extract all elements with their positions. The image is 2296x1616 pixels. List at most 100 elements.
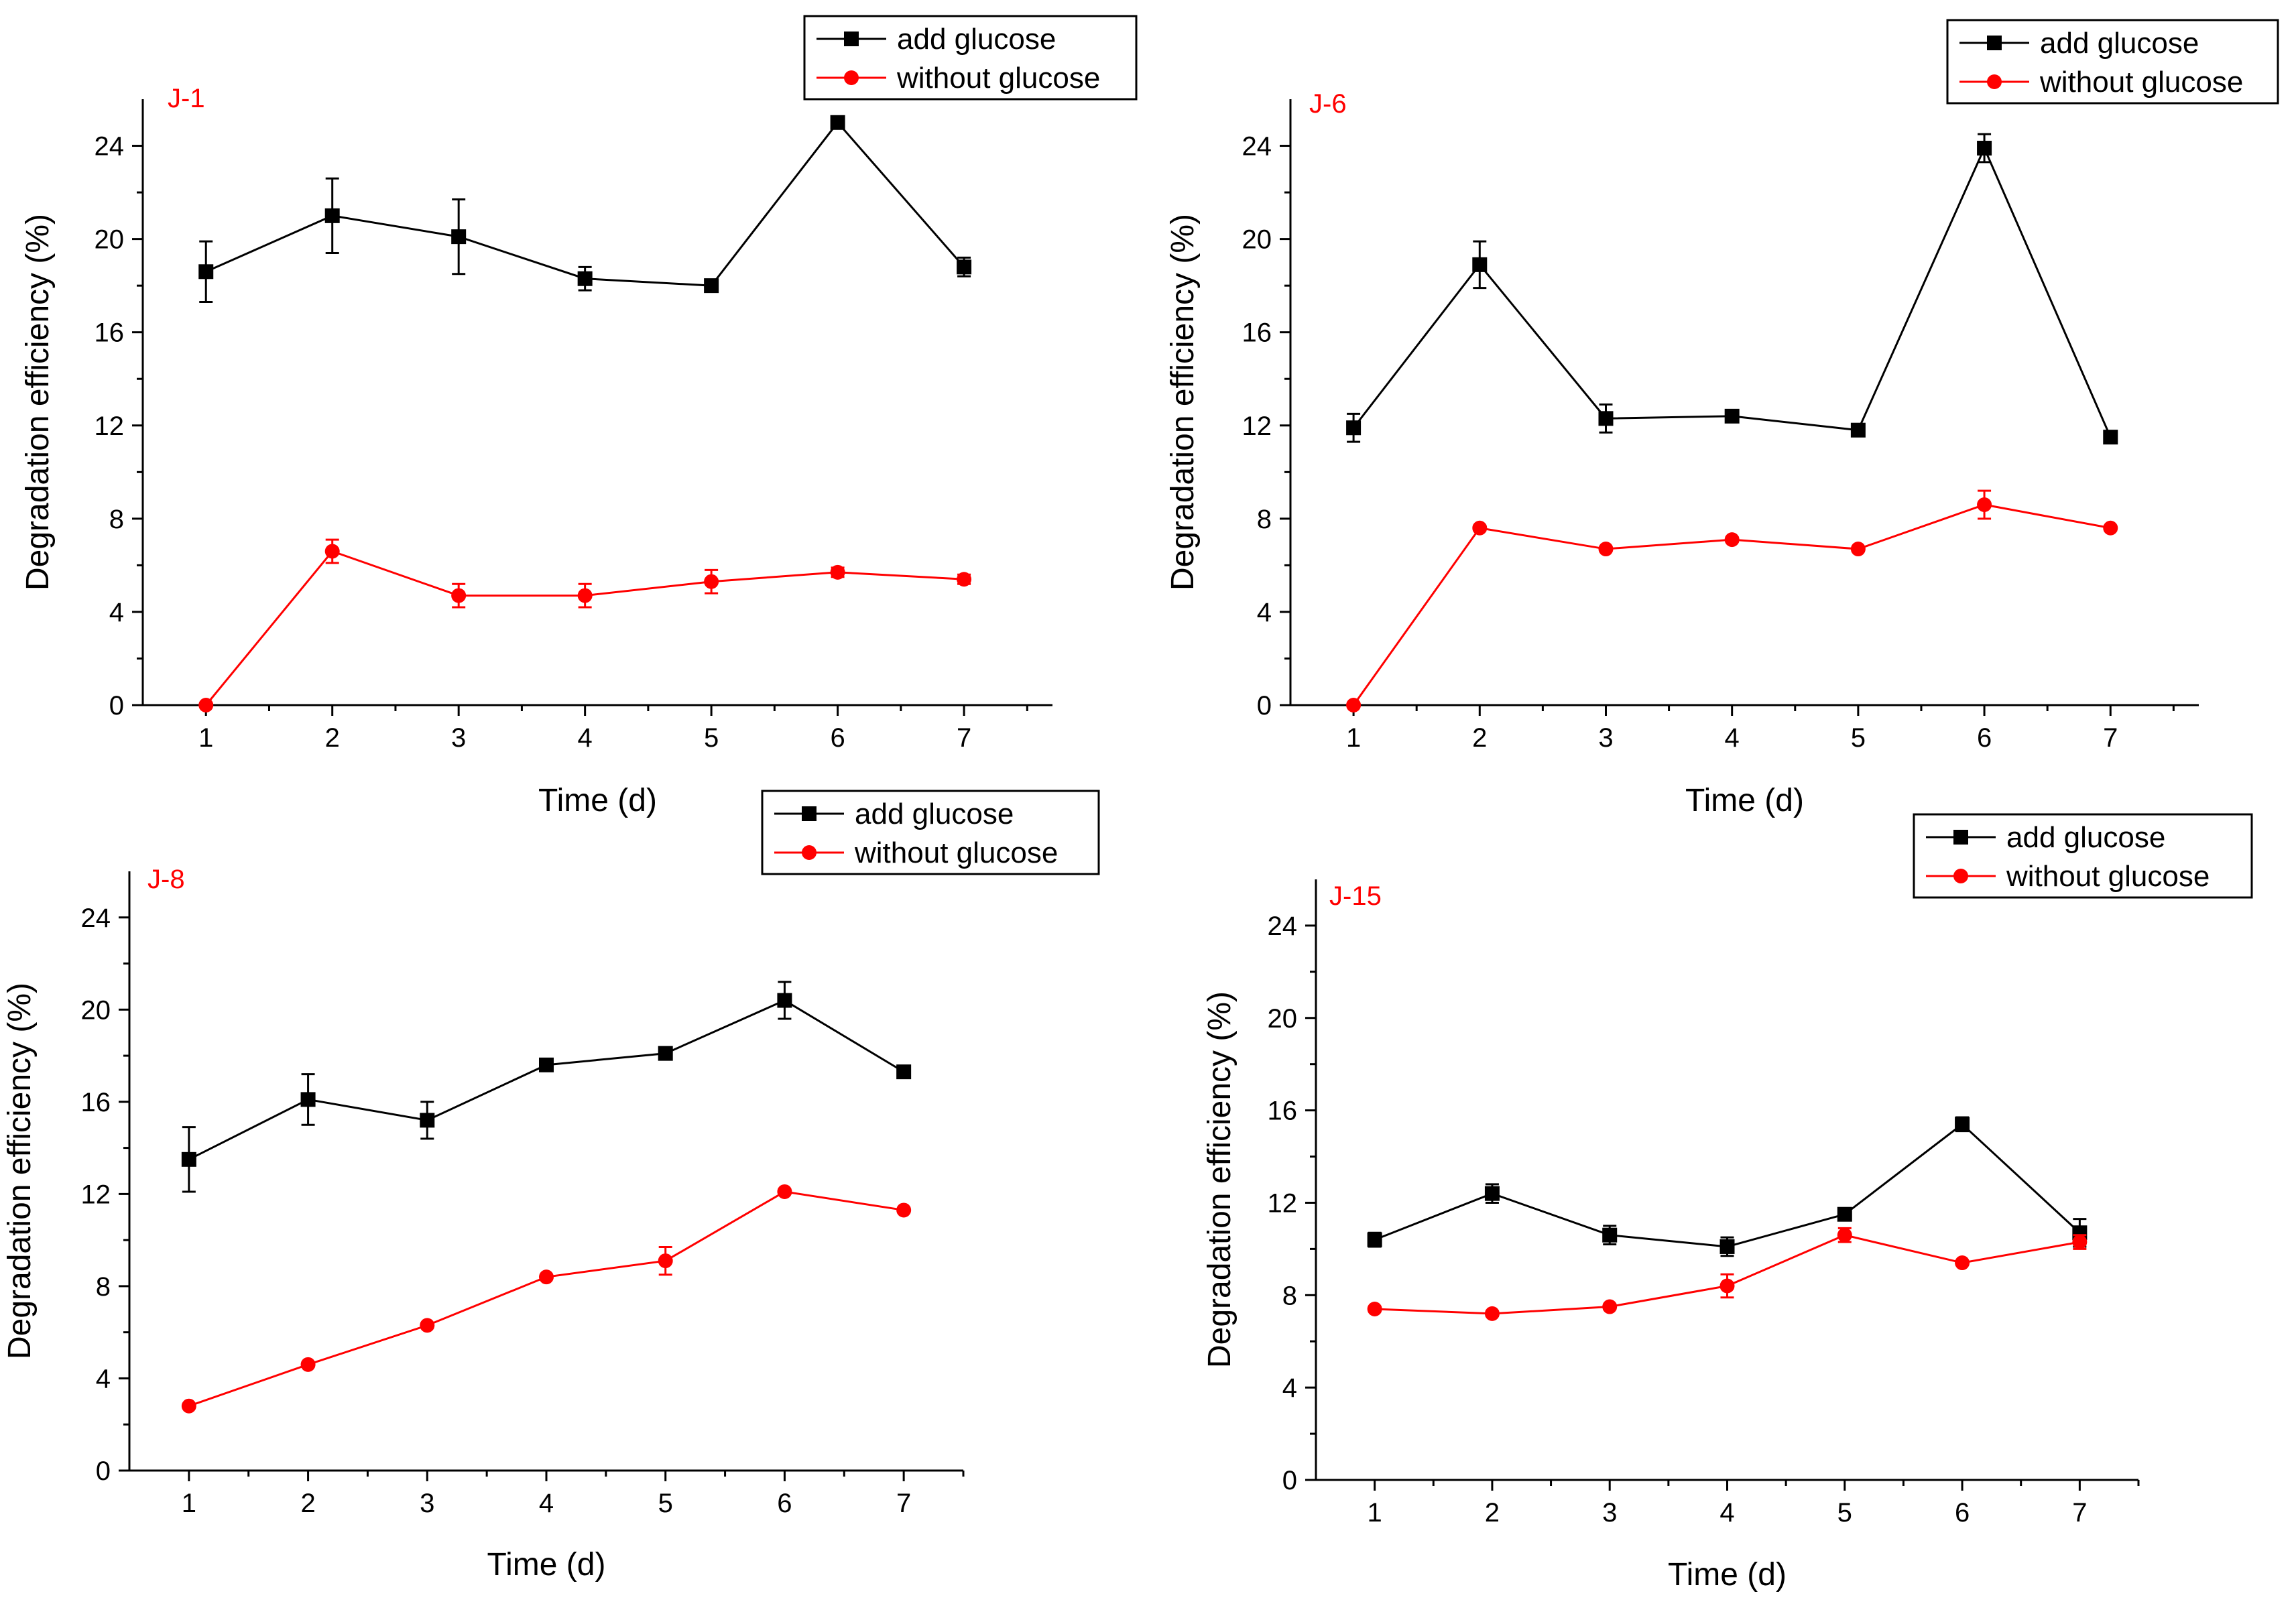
data-point	[181, 1152, 196, 1167]
series-line	[188, 999, 904, 1161]
series-line	[205, 121, 965, 287]
y-tick-label: 4	[96, 1364, 111, 1393]
data-point	[896, 1202, 912, 1218]
legend-marker	[1987, 74, 2002, 89]
legend-box	[803, 15, 1138, 101]
data-point	[1719, 1278, 1735, 1294]
x-tick-label: 4	[539, 1489, 554, 1518]
y-tick-label: 12	[81, 1180, 111, 1209]
y-tick-label: 24	[81, 904, 111, 933]
y-tick-label: 16	[1242, 318, 1272, 348]
data-point	[1346, 420, 1362, 436]
data-point	[777, 1184, 792, 1199]
series-add-glucose	[181, 981, 912, 1193]
y-axis-title: Degradation efficiency (%)	[1202, 991, 1237, 1368]
legend-marker	[844, 70, 859, 85]
legend-label: without glucose	[854, 836, 1058, 869]
y-tick-label: 4	[1282, 1373, 1297, 1403]
panel-tag: J-6	[1309, 89, 1347, 119]
data-point	[1484, 1306, 1500, 1321]
data-point	[181, 1398, 196, 1414]
data-point	[1602, 1227, 1618, 1243]
data-point	[577, 271, 593, 286]
data-point	[1367, 1232, 1382, 1247]
x-tick-label: 7	[957, 723, 971, 753]
data-point	[420, 1113, 435, 1128]
series-without-glucose	[1346, 489, 2118, 712]
series-line	[205, 550, 965, 706]
x-tick-label: 7	[896, 1489, 911, 1518]
legend-label: without glucose	[2006, 860, 2210, 893]
panel-tag: J-15	[1329, 881, 1382, 911]
y-tick-label: 4	[109, 598, 124, 627]
y-tick-label: 20	[1268, 1004, 1298, 1034]
y-tick-label: 16	[81, 1088, 111, 1117]
data-point	[324, 208, 340, 223]
data-point	[2103, 430, 2118, 445]
legend: add glucose without glucose	[1946, 19, 2279, 105]
y-tick-label: 8	[96, 1272, 111, 1302]
series-add-glucose	[1367, 1116, 2088, 1257]
data-point	[1602, 1299, 1618, 1314]
y-tick-label: 8	[109, 505, 124, 534]
y-tick-label: 20	[95, 225, 125, 255]
data-point	[2072, 1235, 2088, 1250]
data-point	[1850, 542, 1866, 557]
legend-label: add glucose	[2040, 27, 2199, 60]
y-tick-label: 16	[1268, 1097, 1298, 1126]
data-point	[451, 588, 467, 603]
legend-label: add glucose	[897, 23, 1056, 56]
x-tick-label: 5	[658, 1489, 673, 1518]
series-without-glucose	[1367, 1227, 2088, 1321]
series-without-glucose	[181, 1184, 912, 1414]
data-point	[198, 264, 214, 279]
y-tick-label: 12	[1242, 412, 1272, 441]
legend-box	[761, 790, 1100, 875]
legend-marker	[1953, 869, 1968, 883]
data-point	[1724, 408, 1740, 424]
y-tick-label: 8	[1257, 505, 1272, 534]
data-point	[777, 993, 792, 1008]
data-point	[539, 1269, 554, 1285]
y-tick-label: 24	[95, 132, 125, 162]
y-axis-title: Degradation efficiency (%)	[1165, 214, 1201, 591]
x-tick-label: 1	[182, 1489, 196, 1518]
series-add-glucose	[1346, 133, 2118, 445]
data-point	[1955, 1255, 1970, 1271]
x-tick-label: 6	[830, 723, 845, 753]
y-tick-label: 24	[1242, 132, 1272, 162]
data-point	[704, 574, 719, 589]
y-tick-label: 0	[96, 1456, 111, 1486]
data-point	[1850, 422, 1866, 438]
x-tick-label: 1	[198, 723, 213, 753]
legend: add glucose without glucose	[761, 790, 1100, 875]
data-point	[1719, 1239, 1735, 1254]
y-axis-title: Degradation efficiency (%)	[20, 214, 56, 591]
legend-marker	[802, 806, 817, 821]
x-tick-label: 6	[1977, 723, 1992, 753]
legend-label: add glucose	[2006, 821, 2165, 854]
y-axis-title: Degradation efficiency (%)	[2, 983, 38, 1359]
data-point	[957, 572, 972, 587]
x-tick-label: 4	[1725, 723, 1740, 753]
x-tick-label: 6	[1955, 1498, 1970, 1528]
x-tick-label: 4	[578, 723, 593, 753]
data-point	[830, 115, 845, 130]
data-point	[658, 1253, 673, 1269]
x-tick-label: 7	[2103, 723, 2118, 753]
x-tick-label: 2	[1485, 1498, 1500, 1528]
y-tick-label: 8	[1282, 1281, 1297, 1310]
data-point	[704, 278, 719, 294]
x-tick-label: 5	[1837, 1498, 1852, 1528]
x-tick-label: 5	[1851, 723, 1866, 753]
x-tick-label: 3	[1602, 1498, 1617, 1528]
data-point	[1955, 1117, 1970, 1132]
data-point	[1472, 257, 1488, 272]
series-without-glucose	[198, 538, 972, 712]
legend-marker	[802, 845, 817, 860]
legend-box	[1946, 19, 2279, 105]
